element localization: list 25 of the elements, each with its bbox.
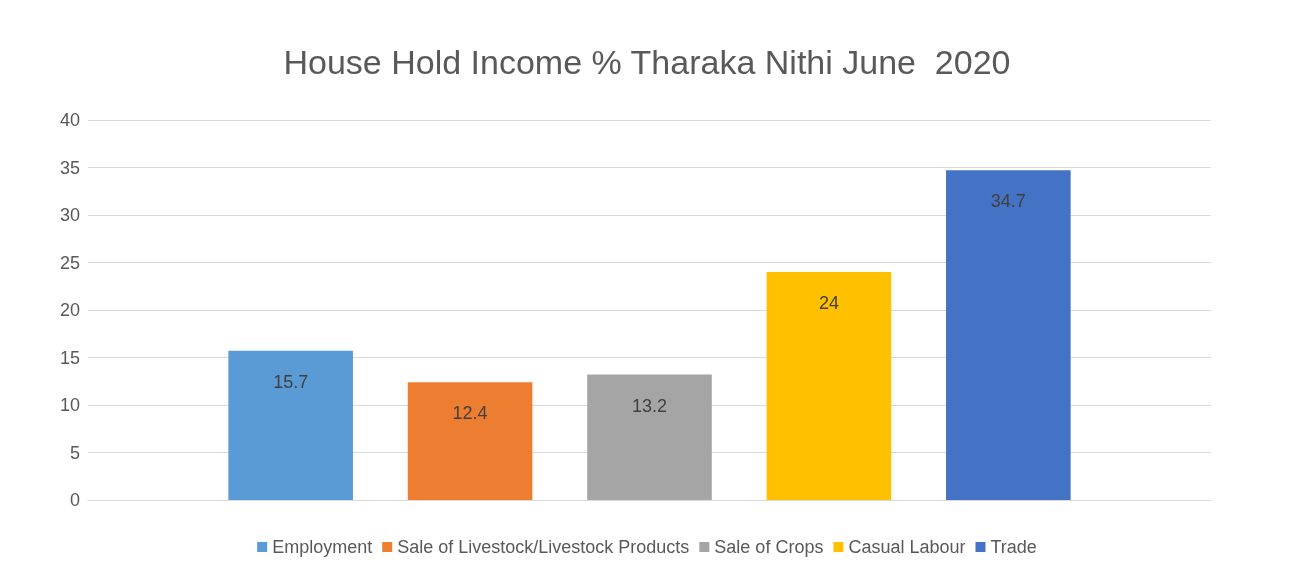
y-tick-label: 10 (59, 395, 80, 415)
bar (228, 350, 353, 500)
data-label: 34.7 (990, 191, 1026, 212)
bar (407, 382, 533, 500)
chart-title: House Hold Income % Tharaka Nithi June 2020 (283, 43, 1011, 81)
legend-label: Casual Labour (848, 537, 966, 557)
y-tick-label: 20 (59, 300, 80, 320)
y-tick-label: 30 (59, 205, 80, 225)
data-label: 13.2 (631, 395, 668, 416)
y-tick-label: 5 (69, 442, 80, 463)
legend-label: Employment (272, 537, 373, 557)
bar (587, 374, 712, 500)
y-tick-label: 15 (59, 347, 80, 368)
data-label: 24 (818, 293, 839, 313)
legend-label: Sale of Livestock/Livestock Products (397, 537, 690, 557)
bar (946, 170, 1071, 500)
y-tick-label: 25 (59, 252, 80, 273)
y-tick-label: 35 (59, 157, 80, 178)
data-label: 12.4 (452, 403, 488, 424)
legend-label: Trade (990, 537, 1037, 557)
bar (766, 272, 892, 500)
y-tick-label: 40 (59, 110, 80, 130)
data-label: 15.7 (273, 371, 309, 392)
legend-label: Sale of Crops (714, 537, 824, 557)
y-tick-label: 0 (69, 490, 80, 510)
